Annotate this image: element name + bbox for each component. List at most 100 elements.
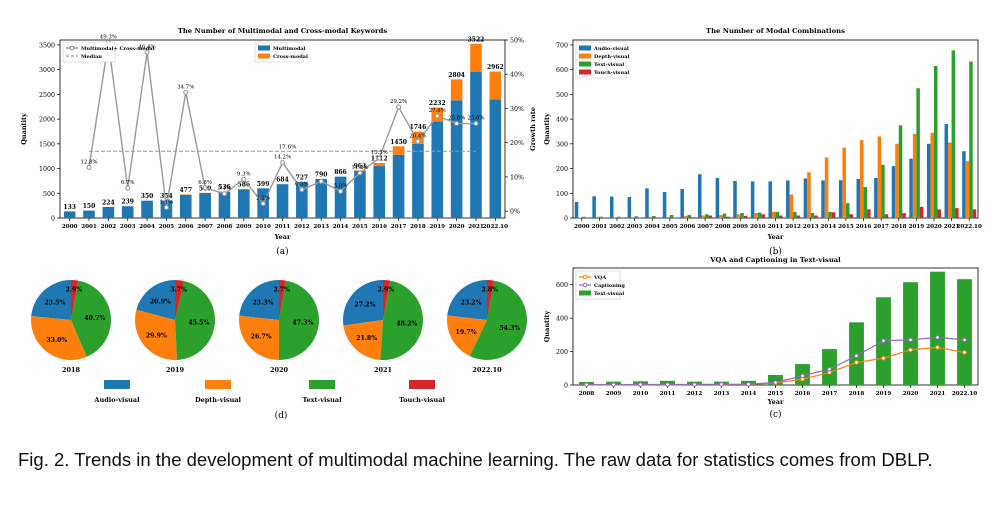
bar-depth-visual [666,216,670,218]
y-tick-label: 600 [556,67,568,74]
x-tick-label: 2013 [313,224,329,230]
pie-legend-swatch [409,380,435,389]
bar-depth-visual [842,147,846,218]
pie-slice-depth-visual [30,316,87,360]
x-tick-label: 2019 [909,224,925,230]
marker-captioning [584,382,589,387]
x-tick-label: 2007 [197,224,213,230]
bar-touch-visual [849,214,853,218]
pie-pct-label: 26.7% [251,334,272,341]
bar-depth-visual [877,136,882,218]
bar-audio-visual [574,201,579,218]
bar-audio-visual [962,151,966,218]
bar-total-label: 536 [218,184,231,191]
growth-label: 6.8% [198,180,212,186]
pie-slice-text-visual [380,280,423,360]
growth-marker [434,113,440,119]
x-tick-label: 2015 [768,391,784,397]
marker-captioning [692,382,697,387]
x-tick-label: 2003 [627,224,643,230]
y-axis-label: Quantity [543,113,551,145]
pie-pct-label: 54.3% [499,325,520,332]
y-tick-label: 600 [556,282,568,289]
x-tick-label: 2001 [592,224,608,230]
y-tick-label: 50% [510,38,524,45]
x-tick-label: 2016 [856,224,872,230]
growth-label: 49.3% [100,34,117,40]
pie-2021: 27.2% 21.8% 48.2% 2.9% 2021 [343,280,423,374]
chart-title: The Number of Modal Combinations [706,27,845,35]
pie-slice-text-visual [175,281,216,360]
x-tick-label: 2008 [217,224,233,230]
legend-label: Captioning [594,283,625,289]
bar-text-visual [969,61,973,219]
pie-2022.10: 23.2% 19.7% 54.3% 2.8% 2022.10 [447,280,527,374]
bar-total-label: 866 [334,169,347,176]
bar-cross-modal [238,189,250,190]
pie-pct-label: 23.5% [44,300,65,307]
bar-depth-visual [719,215,723,218]
bar-audio-visual [592,196,596,218]
growth-marker [183,89,189,95]
bar-depth-visual [860,140,864,218]
bar-multimodal [373,166,386,218]
marker-captioning [962,337,967,343]
x-tick-label: 2018 [849,391,865,397]
bar-total-label: 963 [354,163,367,170]
growth-label: 25.6% [467,116,484,122]
bar-touch-visual [972,209,977,218]
marker-captioning [773,380,778,385]
marker-captioning [611,382,616,387]
x-tick-label: 2016 [371,224,387,230]
bar-depth-visual [648,216,653,218]
growth-label: 34.7% [177,84,194,90]
pie-legend-label: Text-visual [302,396,342,404]
bar-touch-visual [884,214,889,218]
marker-captioning [719,382,724,387]
panel-b: The Number of Modal Combinations01002003… [543,27,982,241]
legend-marker [69,45,75,51]
legend-label: Multimodal+ Cross-modal [81,46,154,52]
bar-multimodal [102,206,115,218]
growth-label: 1.1% [160,199,174,205]
panel-c: VQA and Captioning in Text-visual 0 200 400… [543,256,979,406]
x-tick-label: 2004 [644,224,660,230]
growth-label: 14.2% [274,155,291,161]
x-tick-label: 2020 [903,391,919,397]
pie-slice-audio-visual [239,280,279,320]
growth-label: 15.5% [371,150,388,156]
y-tick-label: 0% [510,209,520,216]
bar-touch-visual [814,215,818,218]
x-tick-label: 2006 [680,224,696,230]
bar-text-visual [722,213,727,218]
legend-label: Audio-visual [593,46,629,52]
marker-captioning [881,338,886,344]
bar-total-label: 477 [179,187,192,194]
legend-label: Depth-visual [594,54,630,60]
pie-slice-touch-visual [175,280,185,320]
x-tick-label: 2008 [579,391,595,397]
y-tick-label: 2500 [39,92,55,99]
x-tick-label: 2018 [410,224,426,230]
y2-axis-label: Growth rate [529,107,537,151]
growth-label: 6.7% [121,180,135,186]
pie-pct-label: 2.7% [273,286,290,293]
bar-total-label: 133 [63,204,76,211]
marker-captioning [854,353,859,359]
bar-multimodal [238,189,250,218]
pie-year-label: 2022.10 [472,366,502,374]
pie-slice-text-visual [469,280,527,360]
bar-depth-visual [912,133,917,218]
bar-cross-modal [470,43,482,72]
bar-depth-visual [948,142,952,218]
bar-audio-visual [645,188,649,218]
x-tick-label: 2017 [873,224,889,230]
legend-swatch [579,61,591,67]
marker-vqa [908,347,913,353]
x-tick-label: 2011 [660,391,676,397]
bar-text-visual [933,65,938,218]
bar-text-visual [581,216,586,218]
bar-depth-visual [824,157,829,218]
y-tick-label: 100 [556,191,568,198]
pie-slice-touch-visual [71,280,79,320]
